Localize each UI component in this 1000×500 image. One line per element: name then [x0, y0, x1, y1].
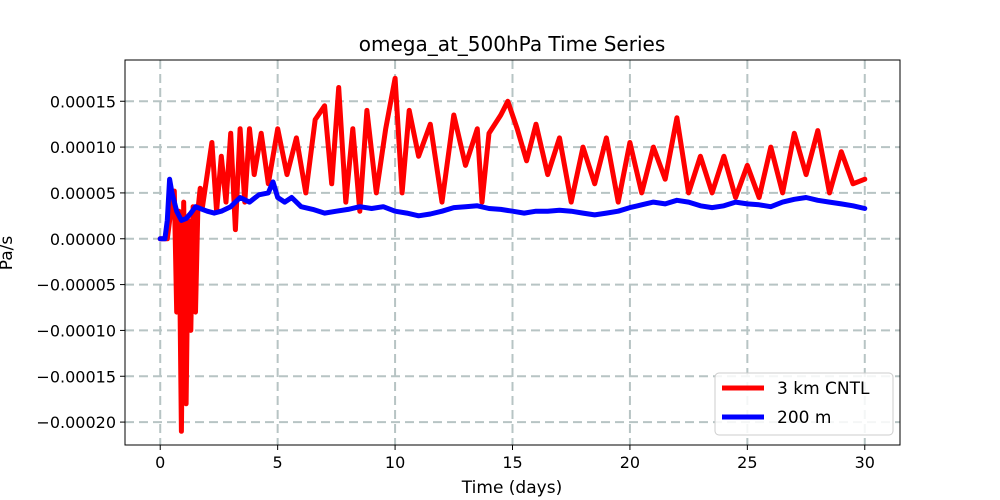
- legend-label-3km-cntl: 3 km CNTL: [777, 379, 870, 399]
- y-tick-label: −0.00005: [36, 276, 116, 295]
- y-tick-label: 0.00010: [50, 138, 116, 157]
- series-line-200m: [157, 176, 868, 242]
- y-tick-label: 0.00000: [50, 230, 116, 249]
- x-tick-label: 30: [855, 453, 875, 472]
- y-tick-label: −0.00020: [36, 413, 116, 432]
- legend-label-200m: 200 m: [777, 408, 831, 428]
- y-tick-label: −0.00010: [36, 321, 116, 340]
- legend: 3 km CNTL 200 m: [714, 372, 894, 436]
- y-axis-label: Pa/s: [0, 236, 17, 271]
- ticks: 0 5 10 15 20 25 30 0.00015 0.00010 0.00005 0.00000…: [36, 92, 875, 472]
- series-line-3km-cntl: [157, 75, 868, 434]
- x-tick-label: 15: [502, 453, 522, 472]
- x-tick-label: 5: [273, 453, 283, 472]
- x-tick-label: 25: [737, 453, 757, 472]
- x-tick-label: 20: [620, 453, 640, 472]
- series-layer: [157, 75, 868, 434]
- y-tick-label: 0.00015: [50, 92, 116, 111]
- x-tick-label: 10: [385, 453, 405, 472]
- x-tick-label: 0: [155, 453, 165, 472]
- chart-title: omega_at_500hPa Time Series: [359, 32, 666, 56]
- y-tick-label: 0.00005: [50, 184, 116, 203]
- y-tick-label: −0.00015: [36, 367, 116, 386]
- x-axis-label: Time (days): [461, 478, 562, 498]
